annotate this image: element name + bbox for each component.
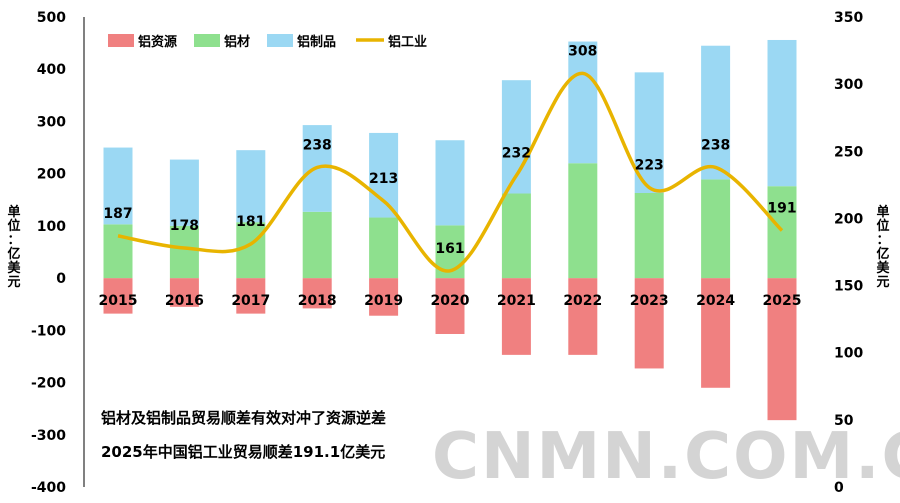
category-label-2021: 2021 bbox=[497, 293, 536, 309]
bar-aluminum-resources-2017 bbox=[236, 278, 266, 314]
bar-layer bbox=[103, 39, 797, 421]
category-label-2015: 2015 bbox=[99, 293, 138, 309]
left-tick-label: -100 bbox=[31, 323, 66, 339]
series-line-aluminum-industry bbox=[117, 71, 784, 273]
bar-aluminum-material-2019 bbox=[369, 217, 399, 279]
right-axis-ticks: 350 300 250 200 150 100 50 0 bbox=[834, 10, 863, 496]
left-tick-label: 100 bbox=[37, 219, 66, 235]
bar-aluminum-material-2016 bbox=[169, 225, 199, 279]
legend-label-series-0: 铝资源 bbox=[138, 34, 177, 50]
bar-aluminum-products-2016 bbox=[169, 159, 199, 226]
bar-aluminum-products-2015 bbox=[103, 147, 133, 225]
left-tick-label: 400 bbox=[37, 62, 66, 78]
data-label-2017: 181 bbox=[236, 214, 265, 230]
legend-swatch-series-2 bbox=[267, 34, 293, 47]
left-axis-ticks: 500 400 300 200 100 0 -100 -200 -300 -400 bbox=[31, 10, 66, 496]
data-label-2015: 187 bbox=[103, 206, 132, 222]
ylabel-left-text: 单位：亿美元 bbox=[7, 204, 21, 290]
left-axis-title: 单位：亿美元 bbox=[7, 204, 21, 290]
data-label-2025: 191 bbox=[767, 201, 796, 217]
bar-aluminum-resources-2016 bbox=[169, 278, 199, 307]
bar-aluminum-products-2024 bbox=[701, 45, 731, 180]
category-label-2020: 2020 bbox=[431, 293, 470, 309]
watermark: CNMN.COM.CN bbox=[432, 420, 900, 494]
right-tick-label: 300 bbox=[834, 77, 863, 93]
annotation-line-1: 铝材及铝制品贸易顺差有效对冲了资源逆差 bbox=[101, 409, 386, 427]
bar-aluminum-material-2022 bbox=[568, 163, 598, 279]
bar-aluminum-material-2025 bbox=[767, 186, 797, 279]
data-label-2020: 161 bbox=[435, 241, 464, 257]
bar-aluminum-products-2017 bbox=[236, 150, 266, 223]
legend-label-series-3: 铝工业 bbox=[388, 34, 427, 50]
bar-aluminum-products-2022 bbox=[568, 41, 598, 164]
bar-aluminum-material-2024 bbox=[701, 179, 731, 279]
data-label-2024: 238 bbox=[701, 137, 730, 153]
legend-label-series-1: 铝材 bbox=[224, 34, 250, 50]
data-label-2021: 232 bbox=[502, 145, 531, 161]
legend: 铝资源 铝材 铝制品 铝工业 bbox=[108, 34, 427, 50]
data-label-2018: 238 bbox=[303, 137, 332, 153]
left-tick-label: -200 bbox=[31, 376, 66, 392]
right-tick-label: 150 bbox=[834, 279, 863, 295]
right-tick-label: 50 bbox=[834, 413, 854, 429]
left-tick-label: -400 bbox=[31, 480, 66, 496]
legend-swatch-series-0 bbox=[108, 34, 134, 47]
right-tick-label: 350 bbox=[834, 10, 863, 26]
bar-aluminum-products-2020 bbox=[435, 140, 465, 226]
category-label-2025: 2025 bbox=[763, 293, 802, 309]
bar-aluminum-resources-2020 bbox=[435, 278, 465, 334]
data-label-2016: 178 bbox=[170, 218, 199, 234]
right-tick-label: 200 bbox=[834, 211, 863, 227]
bar-aluminum-resources-2019 bbox=[369, 278, 399, 316]
bar-aluminum-material-2023 bbox=[634, 192, 664, 279]
bar-aluminum-resources-2025 bbox=[767, 278, 797, 421]
ylabel-right-text: 单位：亿美元 bbox=[876, 204, 890, 290]
left-tick-label: -300 bbox=[31, 428, 66, 444]
bar-aluminum-resources-2021 bbox=[501, 278, 531, 355]
bar-aluminum-material-2021 bbox=[501, 193, 531, 279]
bar-aluminum-resources-2024 bbox=[701, 278, 731, 388]
category-label-2016: 2016 bbox=[165, 293, 204, 309]
annotation-line-2: 2025年中国铝工业贸易顺差191.1亿美元 bbox=[101, 443, 385, 461]
right-tick-label: 250 bbox=[834, 144, 863, 160]
left-tick-label: 0 bbox=[56, 271, 66, 287]
category-label-2019: 2019 bbox=[364, 293, 403, 309]
bar-aluminum-material-2015 bbox=[103, 224, 133, 279]
category-label-2018: 2018 bbox=[298, 293, 337, 309]
bar-aluminum-resources-2015 bbox=[103, 278, 133, 314]
right-tick-label: 0 bbox=[834, 480, 844, 496]
bar-aluminum-resources-2023 bbox=[634, 278, 664, 369]
data-label-2023: 223 bbox=[635, 158, 664, 174]
bar-aluminum-products-2019 bbox=[369, 132, 399, 218]
category-label-2023: 2023 bbox=[630, 293, 669, 309]
bar-aluminum-material-2018 bbox=[302, 211, 332, 279]
bar-aluminum-products-2025 bbox=[767, 39, 797, 187]
left-tick-label: 500 bbox=[37, 10, 66, 26]
data-label-2019: 213 bbox=[369, 171, 398, 187]
category-label-2022: 2022 bbox=[563, 293, 602, 309]
left-tick-label: 200 bbox=[37, 167, 66, 183]
legend-swatch-series-1 bbox=[194, 34, 220, 47]
bar-aluminum-resources-2018 bbox=[302, 278, 332, 309]
category-labels: 2015 2016 2017 2018 2019 2020 2021 2022 2023 2024… bbox=[99, 293, 802, 309]
left-tick-label: 300 bbox=[37, 114, 66, 130]
category-label-2024: 2024 bbox=[696, 293, 735, 309]
right-tick-label: 100 bbox=[834, 346, 863, 362]
bar-aluminum-resources-2022 bbox=[568, 278, 598, 355]
data-label-2022: 308 bbox=[568, 43, 597, 59]
data-labels: 187 178 181 238 213 161 232 308 223 238 191 bbox=[103, 43, 796, 256]
category-label-2017: 2017 bbox=[231, 293, 270, 309]
legend-label-series-2: 铝制品 bbox=[297, 34, 336, 50]
right-axis-title: 单位：亿美元 bbox=[876, 204, 890, 290]
